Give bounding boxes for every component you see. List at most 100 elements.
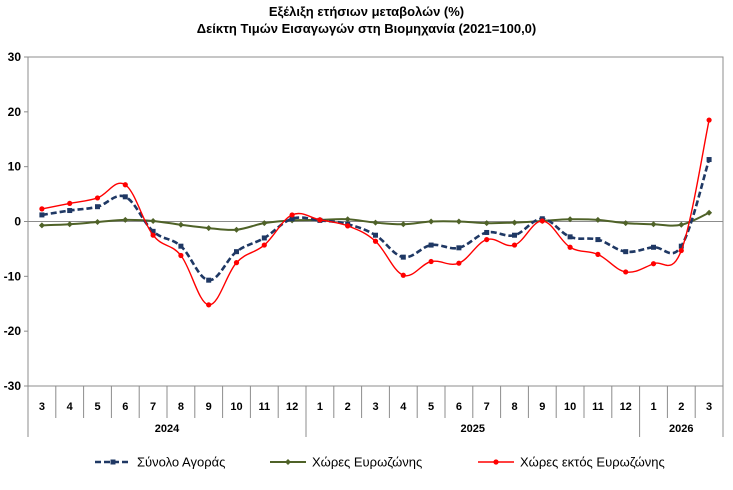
data-point-non-eurozone	[317, 217, 323, 223]
x-tick-label: 12	[286, 401, 298, 413]
data-point-non-eurozone	[233, 260, 240, 266]
data-point-total-market	[150, 228, 156, 234]
data-point-eurozone	[483, 220, 490, 227]
y-tick-label: 0	[14, 215, 21, 229]
x-tick-label: 6	[122, 401, 128, 413]
x-tick-label: 9	[206, 401, 212, 413]
x-tick-label: 10	[564, 401, 576, 413]
data-point-eurozone	[428, 218, 435, 225]
y-tick-label: 30	[8, 50, 22, 64]
x-tick-label: 11	[258, 401, 270, 413]
data-point-non-eurozone	[67, 200, 73, 207]
x-tick-label: 7	[484, 401, 490, 413]
x-tick-label: 7	[150, 401, 156, 413]
legend-marker-total-market	[110, 459, 116, 465]
data-point-eurozone	[205, 225, 212, 232]
x-tick-label: 4	[400, 401, 407, 413]
data-point-non-eurozone	[178, 252, 184, 259]
data-point-total-market	[400, 254, 406, 260]
data-point-eurozone	[455, 218, 462, 225]
x-tick-label: 5	[428, 401, 434, 413]
data-point-non-eurozone	[39, 206, 45, 212]
data-point-eurozone	[400, 221, 407, 228]
data-point-non-eurozone	[484, 236, 490, 243]
y-tick-label: -20	[4, 324, 22, 338]
data-point-non-eurozone	[122, 182, 128, 188]
x-tick-label: 12	[620, 401, 632, 413]
legend-marker-non-eurozone	[493, 459, 499, 465]
data-point-non-eurozone	[400, 272, 406, 278]
data-point-non-eurozone	[94, 195, 101, 201]
x-tick-label: 6	[456, 401, 462, 413]
data-point-total-market	[567, 234, 573, 240]
legend-marker-eurozone	[285, 459, 291, 465]
data-point-total-market	[651, 244, 656, 250]
data-point-eurozone	[66, 221, 73, 228]
data-point-total-market	[178, 243, 184, 249]
chart-subtitle-line: Δείκτη Τιμών Εισαγωγών στη Βιομηχανία (2…	[196, 21, 537, 36]
data-point-eurozone	[233, 226, 240, 233]
data-point-non-eurozone	[345, 223, 351, 229]
data-point-eurozone	[38, 222, 45, 229]
data-point-non-eurozone	[595, 251, 601, 257]
data-point-eurozone	[150, 217, 157, 224]
data-point-eurozone	[594, 216, 601, 223]
x-tick-label: 2	[345, 401, 351, 413]
data-point-total-market	[67, 208, 73, 214]
y-tick-label: 10	[8, 160, 22, 174]
data-point-non-eurozone	[567, 244, 573, 250]
data-point-eurozone	[177, 221, 184, 228]
data-point-non-eurozone	[372, 238, 379, 244]
legend-label-total-market: Σύνολο Αγοράς	[137, 455, 225, 470]
data-point-total-market	[289, 216, 295, 222]
data-point-eurozone	[372, 219, 379, 226]
data-point-total-market	[95, 204, 100, 210]
data-point-total-market	[678, 243, 684, 249]
data-point-eurozone	[706, 209, 713, 216]
x-tick-label: 10	[230, 401, 242, 413]
legend-label-eurozone: Χώρες Ευρωζώνης	[312, 455, 422, 470]
data-point-non-eurozone	[261, 242, 267, 248]
data-point-total-market	[39, 212, 45, 218]
chart-title: Εξέλιξη ετήσιων μεταβολών (%) Δείκτη Τιμ…	[0, 3, 733, 37]
data-point-total-market	[512, 232, 517, 238]
x-tick-label: 3	[706, 401, 712, 413]
data-point-non-eurozone	[206, 302, 212, 308]
data-point-total-market	[373, 232, 378, 238]
chart-title-line: Εξέλιξη ετήσιων μεταβολών (%)	[268, 4, 465, 19]
x-tick-label: 3	[39, 401, 45, 413]
data-point-total-market	[595, 237, 601, 243]
y-tick-label: -30	[4, 379, 22, 393]
year-label: 2024	[155, 423, 180, 435]
data-point-eurozone	[261, 220, 268, 227]
data-point-total-market	[261, 235, 267, 241]
series-line-non-eurozone	[41, 119, 710, 306]
data-point-eurozone	[650, 221, 657, 228]
data-point-non-eurozone	[150, 232, 156, 238]
data-point-non-eurozone	[623, 269, 629, 275]
data-point-eurozone	[94, 219, 101, 226]
x-tick-label: 8	[178, 401, 184, 413]
data-point-eurozone	[122, 216, 129, 223]
y-tick-label: -10	[4, 269, 22, 283]
x-tick-label: 8	[511, 401, 517, 413]
year-label: 2026	[669, 423, 693, 435]
data-point-total-market	[428, 242, 434, 248]
x-tick-label: 4	[67, 401, 74, 413]
data-point-non-eurozone	[678, 247, 684, 254]
data-point-total-market	[122, 194, 128, 200]
data-point-total-market	[706, 157, 712, 163]
x-tick-label: 11	[592, 401, 604, 413]
x-tick-label: 9	[539, 401, 545, 413]
data-point-non-eurozone	[650, 261, 657, 267]
x-tick-label: 2	[678, 401, 684, 413]
x-tick-label: 1	[317, 401, 323, 413]
y-tick-label: 20	[8, 105, 22, 119]
data-point-total-market	[623, 249, 629, 255]
data-point-total-market	[456, 245, 462, 251]
legend-label-non-eurozone: Χώρες εκτός Ευρωζώνης	[520, 455, 665, 470]
data-point-eurozone	[511, 219, 518, 226]
x-tick-label: 3	[372, 401, 378, 413]
data-point-eurozone	[344, 216, 351, 223]
